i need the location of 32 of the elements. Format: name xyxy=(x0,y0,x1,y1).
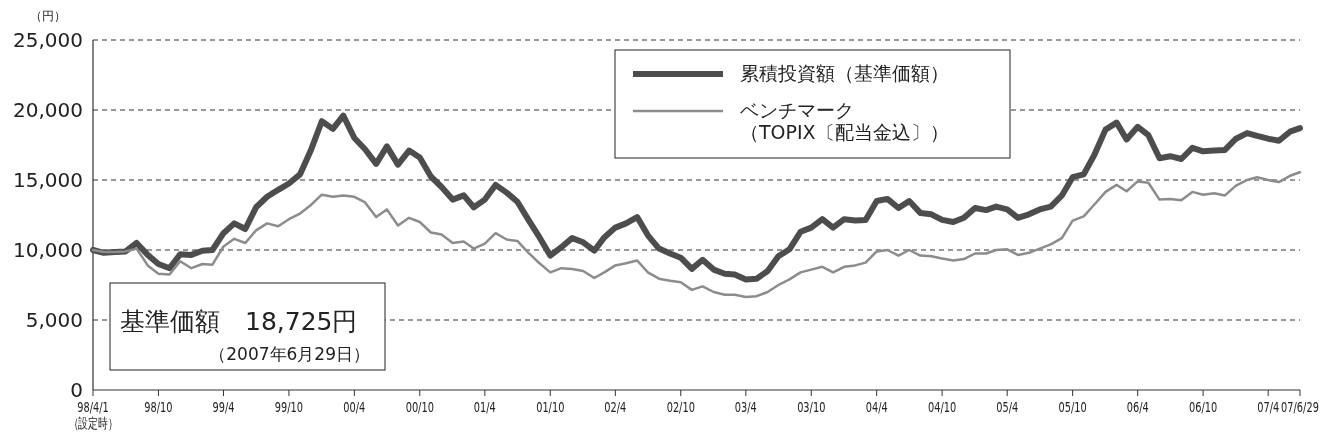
legend-label: ベンチマーク（TOPIX〔配当金込〕） xyxy=(740,99,949,143)
x-tick-label: 07/4 xyxy=(1257,399,1280,416)
x-tick-label: 04/4 xyxy=(865,399,888,416)
x-tick-label: 02/10 xyxy=(666,399,695,416)
y-tick-label: 20,000 xyxy=(13,98,83,122)
x-tick-label: 02/4 xyxy=(604,399,627,416)
x-tick-label: 06/4 xyxy=(1126,399,1149,416)
x-tick-label: 98/4/1 （設定時） xyxy=(68,399,118,432)
x-tick-label: 99/10 xyxy=(274,399,304,416)
y-tick-label: 5,000 xyxy=(25,308,83,332)
y-tick-label: 15,000 xyxy=(13,168,83,192)
annotation: （2007年6月29日） xyxy=(209,344,370,364)
x-tick-label: 00/10 xyxy=(405,399,434,416)
line-series xyxy=(91,171,1302,299)
x-tick-label: 00/4 xyxy=(343,399,366,416)
y-tick-label: 0 xyxy=(70,378,83,402)
x-tick-label: 03/10 xyxy=(797,399,826,416)
x-tick-label: 05/4 xyxy=(996,399,1019,416)
x-tick-label: 03/4 xyxy=(734,399,757,416)
x-tick-label: 01/10 xyxy=(536,399,565,416)
x-tick-label: 01/4 xyxy=(473,399,496,416)
legend-label: 累積投資額（基準価額） xyxy=(740,62,949,84)
x-tick-label: 05/10 xyxy=(1058,399,1087,416)
y-axis-title: （円） xyxy=(30,9,66,23)
x-tick-label: 07/6/29 xyxy=(1281,399,1319,416)
y-tick-label: 25,000 xyxy=(13,28,83,52)
x-tick-label: 04/10 xyxy=(928,399,957,416)
annotation: 基準価額 18,725円 xyxy=(120,307,358,336)
x-tick-label: 99/4 xyxy=(212,399,235,416)
x-tick-label: 98/10 xyxy=(144,399,173,416)
y-tick-label: 10,000 xyxy=(13,238,83,262)
x-tick-label: 06/10 xyxy=(1188,399,1218,416)
